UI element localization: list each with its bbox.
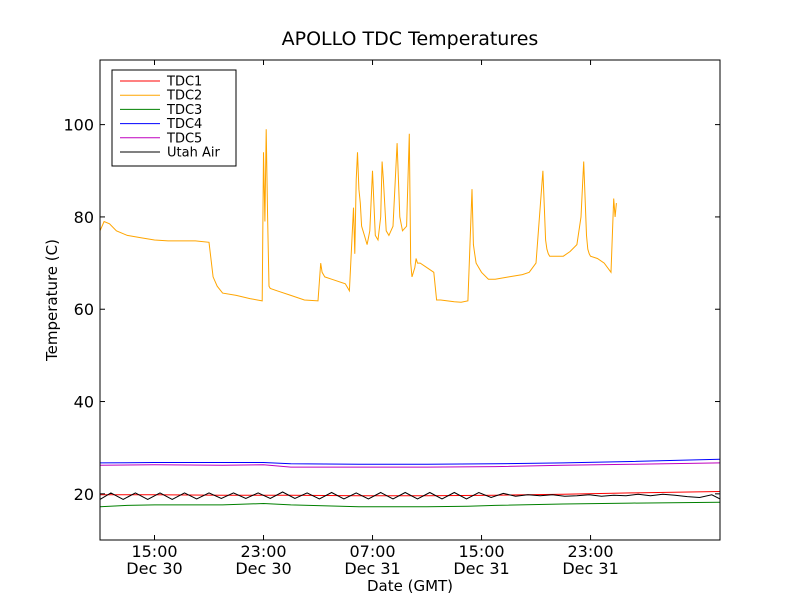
x-tick-label-date: Dec 30 [126, 559, 182, 578]
legend-label: TDC2 [166, 89, 202, 104]
x-axis-label: Date (GMT) [367, 577, 453, 595]
x-tick-label-time: 15:00 [458, 542, 504, 561]
legend-label: TDC4 [166, 117, 202, 132]
legend-label: TDC3 [166, 103, 202, 118]
y-axis: 20 40 60 80 100 [63, 116, 720, 504]
y-tick-label: 100 [63, 116, 94, 135]
series-line-tdc2 [99, 129, 617, 303]
series-line-tdc5 [99, 462, 721, 468]
x-tick-label-date: Dec 31 [344, 559, 400, 578]
y-tick-label: 20 [74, 485, 94, 504]
x-tick-label-time: 07:00 [349, 542, 395, 561]
series-line-utah-air [99, 491, 721, 500]
chart-title: APOLLO TDC Temperatures [282, 28, 539, 50]
y-tick-label: 60 [74, 300, 94, 319]
y-tick-label: 40 [74, 393, 94, 412]
x-tick-label-time: 23:00 [240, 542, 286, 561]
legend-box [111, 69, 237, 167]
legend-label: TDC1 [166, 75, 202, 90]
plot-frame [99, 59, 721, 541]
series-line-tdc3 [99, 501, 721, 508]
y-axis-label: Temperature (C) [43, 239, 61, 362]
x-tick-label-time: 23:00 [567, 542, 613, 561]
plot-lines [99, 129, 721, 508]
legend-label: Utah Air [167, 146, 220, 161]
y-tick-label: 80 [74, 208, 94, 227]
x-tick-label-date: Dec 31 [453, 559, 509, 578]
legend-label: TDC5 [166, 131, 202, 146]
x-tick-label-time: 15:00 [131, 542, 177, 561]
x-tick-label-date: Dec 30 [235, 559, 291, 578]
x-tick-label-date: Dec 31 [562, 559, 618, 578]
series-line-tdc4 [99, 458, 721, 465]
